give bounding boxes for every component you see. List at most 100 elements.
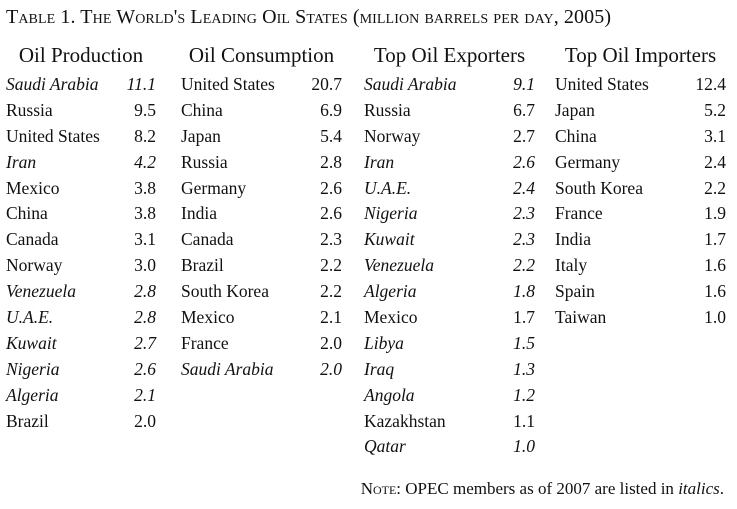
country-name: Kazakhstan: [364, 410, 446, 431]
barrels-value: 1.0: [704, 307, 726, 328]
barrels-value: 2.8: [320, 151, 342, 172]
table-row: Qatar 1.0: [364, 434, 535, 460]
country-name: Canada: [6, 229, 59, 250]
table-row: Saudi Arabia 2.0: [181, 357, 342, 383]
barrels-value: 3.8: [134, 203, 156, 224]
country-name: India: [555, 229, 591, 250]
barrels-value: 1.0: [513, 436, 535, 457]
country-name: France: [181, 332, 229, 353]
country-name: Mexico: [364, 307, 418, 328]
note-text: OPEC members as of 2007 are listed in: [401, 479, 679, 498]
barrels-value: 2.7: [513, 125, 535, 146]
barrels-value: 1.2: [513, 384, 535, 405]
barrels-value: 1.5: [513, 332, 535, 353]
country-name: United States: [555, 74, 649, 94]
table-row: Algeria 1.8: [364, 279, 535, 305]
country-name: Kuwait: [6, 332, 57, 353]
country-name: Brazil: [6, 410, 49, 431]
barrels-value: 2.0: [320, 358, 342, 379]
table-row: China 6.9: [181, 98, 342, 124]
column-oil-production: Oil Production Saudi Arabia 11.1 Russia 9.5…: [6, 42, 156, 434]
country-name: Venezuela: [364, 255, 434, 276]
country-name: Canada: [181, 229, 234, 250]
table-row: Germany 2.6: [181, 176, 342, 202]
country-name: U.A.E.: [364, 177, 412, 198]
table-row: Canada 2.3: [181, 227, 342, 253]
country-name: Germany: [555, 151, 621, 172]
country-name: Iran: [6, 151, 37, 172]
table-row: U.A.E. 2.8: [6, 305, 156, 331]
country-name: Norway: [6, 255, 63, 276]
table-row: India 1.7: [555, 227, 726, 253]
table-row: Japan 5.2: [555, 98, 726, 124]
country-name: U.A.E.: [6, 307, 54, 328]
barrels-value: 1.8: [513, 281, 535, 302]
country-name: Nigeria: [364, 203, 418, 224]
table-row: South Korea 2.2: [181, 279, 342, 305]
barrels-value: 2.0: [320, 332, 342, 353]
barrels-value: 1.7: [513, 307, 535, 328]
table-row: Venezuela 2.8: [6, 279, 156, 305]
table-row: Algeria 2.1: [6, 383, 156, 409]
table-row: Norway 2.7: [364, 124, 535, 150]
barrels-value: 3.0: [134, 255, 156, 276]
table-note: Note: OPEC members as of 2007 are listed…: [361, 479, 724, 499]
country-name: Germany: [181, 177, 247, 198]
country-name: Qatar: [364, 436, 406, 457]
country-name: Iran: [364, 151, 395, 172]
country-name: Mexico: [181, 307, 235, 328]
column-top-oil-importers: Top Oil Importers United States 12.4 Japan…: [555, 42, 726, 331]
barrels-value: 2.1: [134, 384, 156, 405]
barrels-value: 9.1: [513, 74, 535, 94]
table-row: Angola 1.2: [364, 383, 535, 409]
country-name: Algeria: [6, 384, 59, 405]
table-row: France 1.9: [555, 201, 726, 227]
country-name: Italy: [555, 255, 588, 276]
table-row: Brazil 2.0: [6, 409, 156, 435]
country-name: China: [181, 99, 223, 120]
country-name: Iraq: [364, 358, 395, 379]
table-row: Nigeria 2.3: [364, 201, 535, 227]
barrels-value: 11.1: [126, 74, 156, 94]
table-row: Iraq 1.3: [364, 357, 535, 383]
country-name: Mexico: [6, 177, 60, 198]
column-top-oil-exporters: Top Oil Exporters Saudi Arabia 9.1 Russia 6…: [364, 42, 535, 460]
table-row: Venezuela 2.2: [364, 253, 535, 279]
table-row: Mexico 1.7: [364, 305, 535, 331]
table-row: Japan 5.4: [181, 124, 342, 150]
country-name: China: [555, 125, 597, 146]
table-row: United States 8.2: [6, 124, 156, 150]
country-name: Japan: [555, 99, 595, 120]
barrels-value: 2.3: [513, 229, 535, 250]
barrels-value: 2.8: [134, 281, 156, 302]
column-heading: Oil Consumption: [188, 43, 335, 67]
barrels-value: 2.4: [704, 151, 726, 172]
barrels-value: 2.3: [513, 203, 535, 224]
barrels-value: 2.2: [320, 281, 342, 302]
country-name: Venezuela: [6, 281, 76, 302]
table-row: Taiwan 1.0: [555, 305, 726, 331]
table-row: China 3.8: [6, 201, 156, 227]
table-row: Russia 2.8: [181, 150, 342, 176]
table-row: Russia 9.5: [6, 98, 156, 124]
table-row: Russia 6.7: [364, 98, 535, 124]
country-name: United States: [6, 125, 100, 146]
barrels-value: 8.2: [134, 125, 156, 146]
table-row: Spain 1.6: [555, 279, 726, 305]
barrels-value: 5.4: [320, 125, 342, 146]
barrels-value: 2.1: [320, 307, 342, 328]
barrels-value: 3.8: [134, 177, 156, 198]
country-name: Norway: [364, 125, 421, 146]
country-name: Kuwait: [364, 229, 415, 250]
barrels-value: 2.0: [134, 410, 156, 431]
table-row: China 3.1: [555, 124, 726, 150]
table-row: France 2.0: [181, 331, 342, 357]
barrels-value: 12.4: [695, 74, 726, 94]
column-oil-consumption: Oil Consumption United States 20.7 China 6.…: [181, 42, 342, 383]
table-row: United States 20.7: [181, 72, 342, 98]
table-row: Norway 3.0: [6, 253, 156, 279]
country-name: Algeria: [364, 281, 417, 302]
barrels-value: 2.6: [513, 151, 535, 172]
barrels-value: 2.8: [134, 307, 156, 328]
barrels-value: 1.3: [513, 358, 535, 379]
